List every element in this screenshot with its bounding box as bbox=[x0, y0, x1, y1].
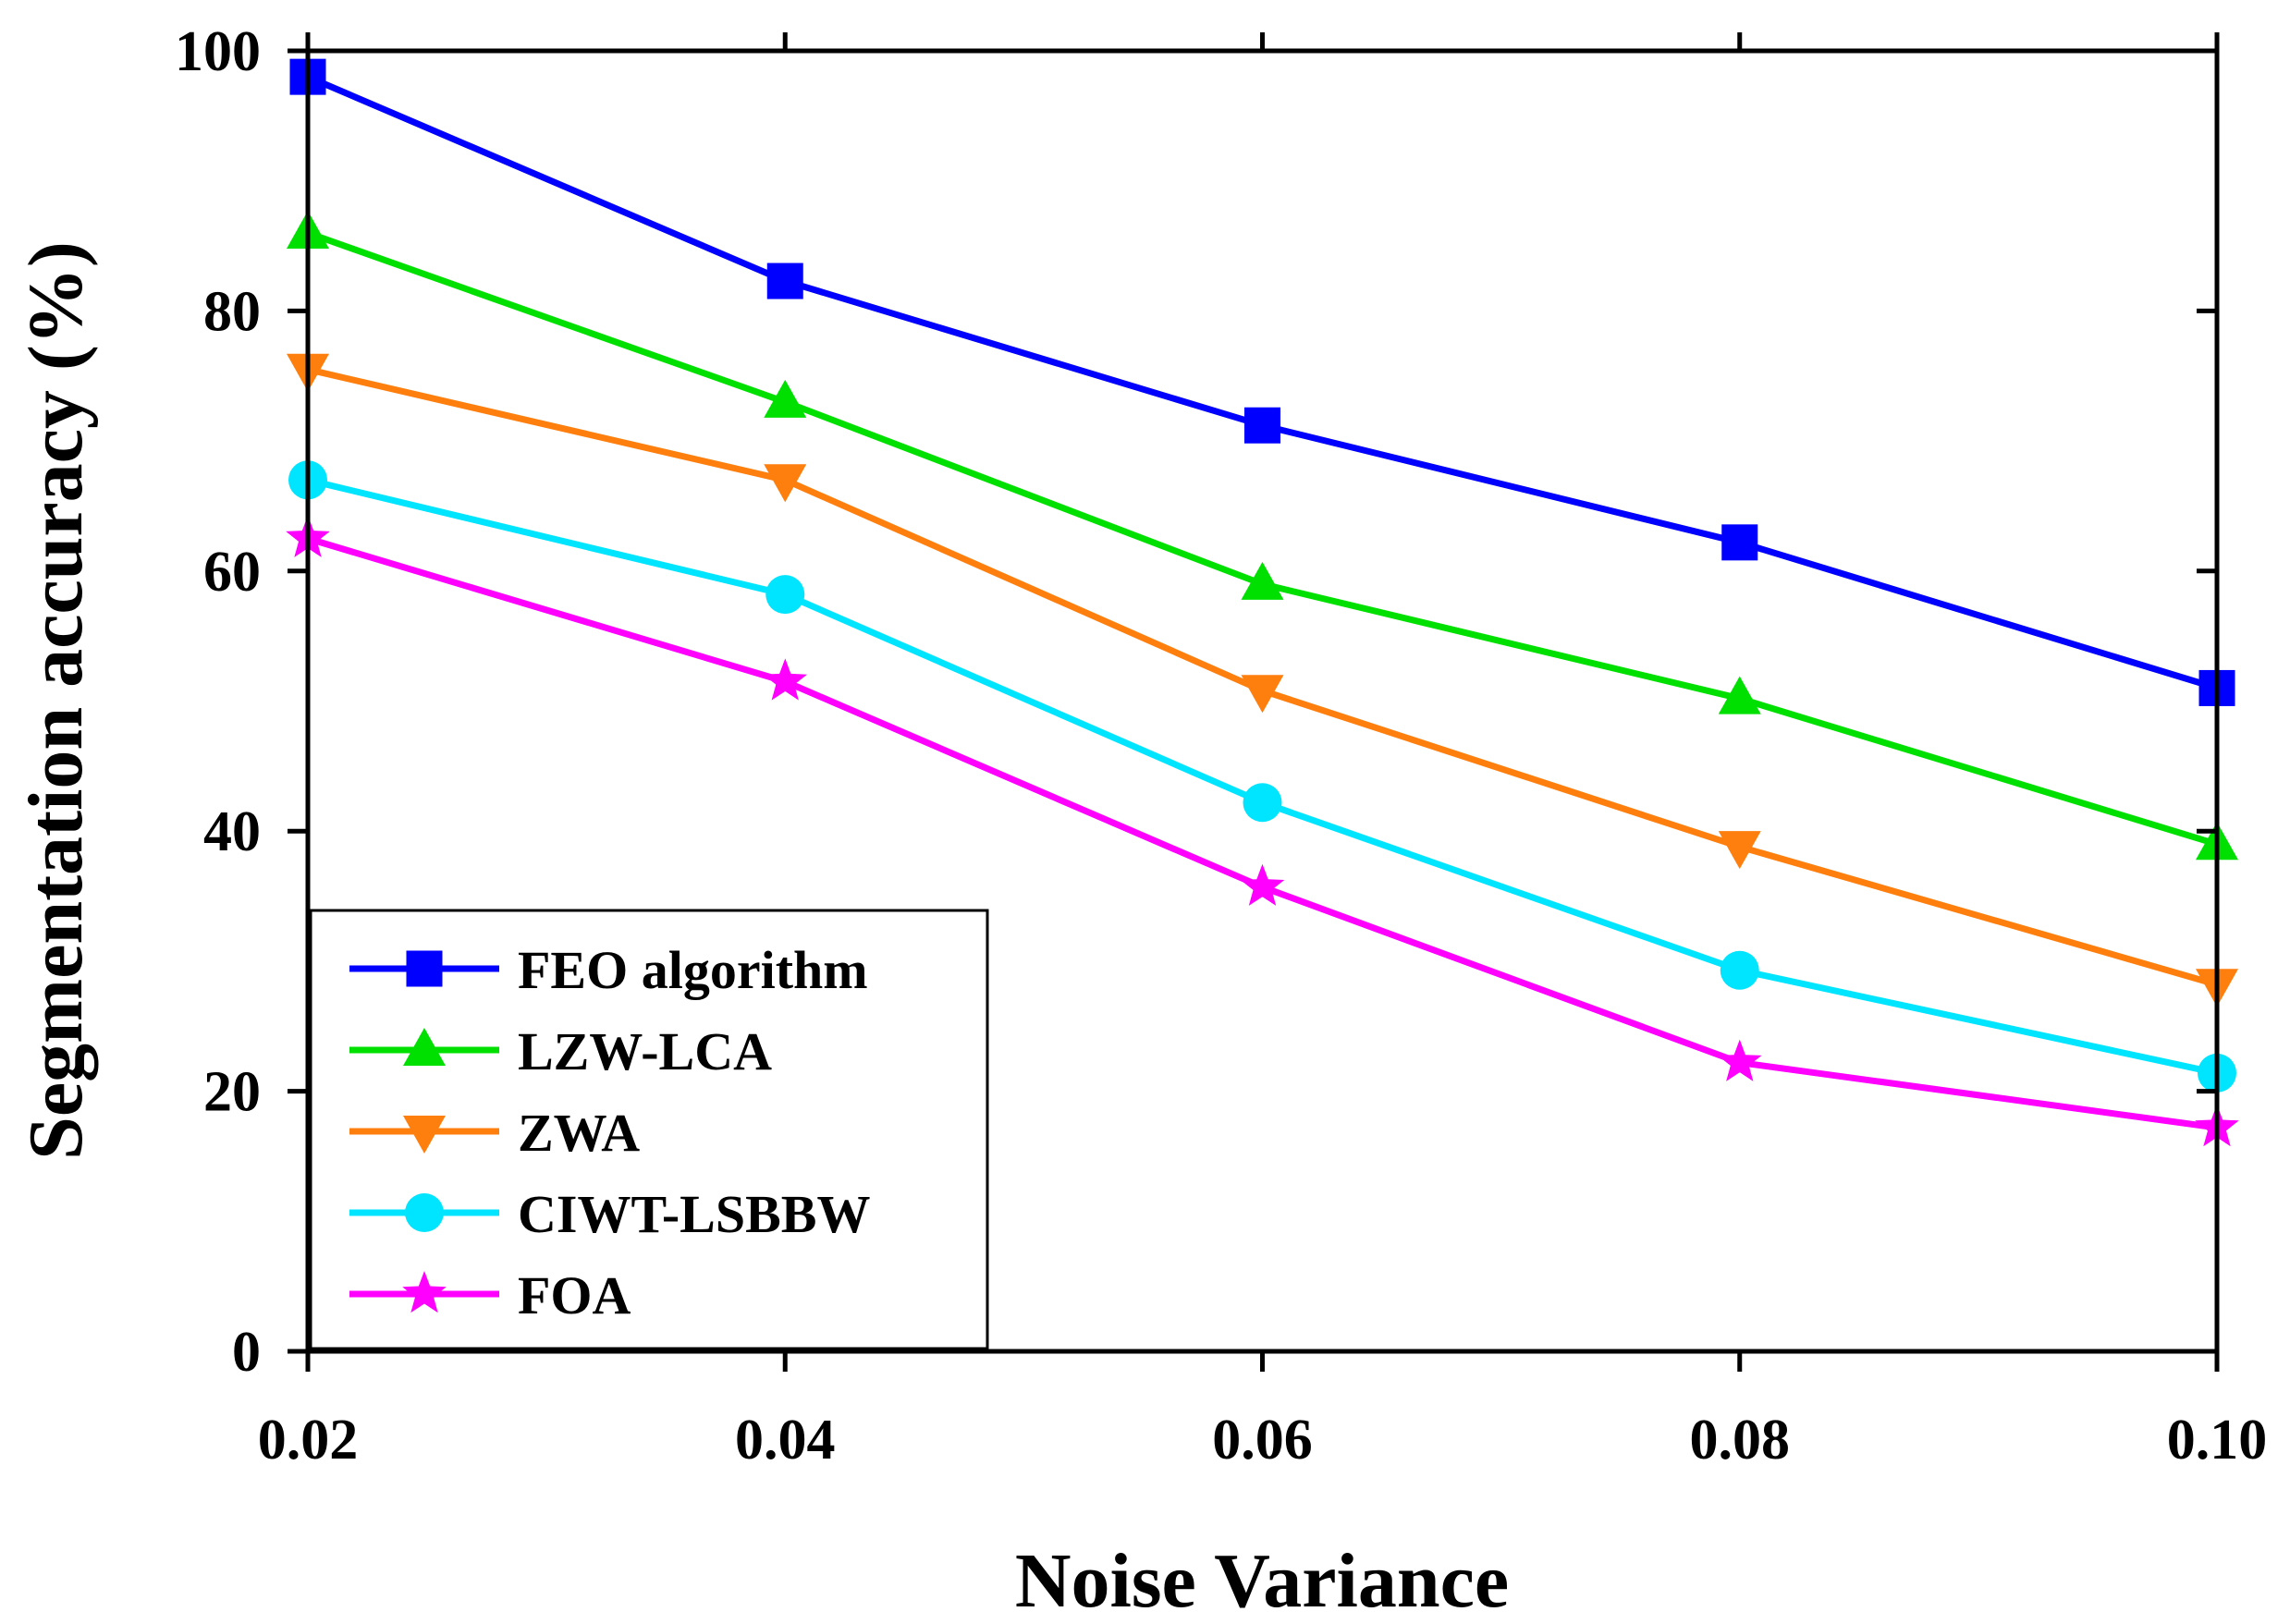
data-point-lzw-lca bbox=[764, 379, 807, 418]
y-axis-title: Segmentation accuracy (%) bbox=[13, 241, 99, 1160]
data-point-foa bbox=[763, 658, 807, 701]
y-tick-label: 40 bbox=[203, 800, 261, 863]
data-point-zwa bbox=[1241, 675, 1284, 714]
data-point-feo-algorithm bbox=[1244, 407, 1280, 444]
x-tick-label: 0.06 bbox=[1212, 1409, 1313, 1471]
x-axis-title: Noise Variance bbox=[1015, 1538, 1509, 1624]
legend-label: FEO algorithm bbox=[518, 940, 868, 1000]
legend-item-ciwt-lsbbw: CIWT-LSBBW bbox=[349, 1184, 870, 1244]
legend-marker-circle bbox=[405, 1193, 444, 1232]
data-point-ciwt-lsbbw bbox=[765, 575, 805, 615]
y-tick-label: 0 bbox=[232, 1321, 261, 1384]
data-point-zwa bbox=[764, 464, 807, 503]
series-zwa bbox=[287, 353, 2238, 1007]
data-point-foa bbox=[1718, 1039, 1762, 1081]
x-tick-label: 0.08 bbox=[1690, 1409, 1791, 1471]
legend-item-lzw-lca: LZW-LCA bbox=[349, 1021, 772, 1081]
y-tick-label: 80 bbox=[203, 280, 261, 343]
data-point-feo-algorithm bbox=[1721, 524, 1758, 561]
legend-item-feo-algorithm: FEO algorithm bbox=[349, 940, 868, 1000]
series-feo-algorithm bbox=[289, 58, 2235, 706]
y-tick-label: 20 bbox=[203, 1061, 261, 1124]
legend-label: ZWA bbox=[518, 1103, 640, 1163]
legend-label: LZW-LCA bbox=[518, 1021, 772, 1081]
data-point-ciwt-lsbbw bbox=[1243, 783, 1282, 823]
legend-item-zwa: ZWA bbox=[349, 1103, 640, 1163]
data-point-lzw-lca bbox=[1718, 676, 1761, 714]
series-line-lzw-lca bbox=[306, 229, 2219, 848]
legend-marker-square bbox=[406, 950, 443, 987]
data-point-ciwt-lsbbw bbox=[1720, 950, 1759, 990]
legend-marker-triangle-up bbox=[403, 1028, 446, 1066]
legend-marker-star bbox=[402, 1271, 447, 1313]
y-tick-label: 100 bbox=[175, 20, 261, 83]
axes-layer: 0.02 0.04 0.06 0.08 0.10 0 20 40 60 80 100 bbox=[175, 20, 2267, 1471]
legend-label: FOA bbox=[518, 1265, 631, 1325]
x-tick-label: 0.02 bbox=[258, 1409, 359, 1471]
legend: FEO algorithm LZW-LCA ZWA CIWT-LSBBW FOA bbox=[309, 909, 989, 1350]
legend-label: CIWT-LSBBW bbox=[518, 1184, 870, 1244]
data-point-zwa bbox=[1718, 831, 1761, 870]
data-point-lzw-lca bbox=[1241, 561, 1284, 600]
series-lzw-lca bbox=[287, 210, 2238, 861]
series-ciwt-lsbbw bbox=[288, 460, 2236, 1093]
y-tick-label: 60 bbox=[203, 541, 261, 604]
x-tick-label: 0.10 bbox=[2167, 1409, 2268, 1471]
data-point-feo-algorithm bbox=[766, 263, 803, 299]
series-layer bbox=[286, 58, 2239, 1147]
legend-item-foa: FOA bbox=[349, 1265, 631, 1325]
legend-marker-triangle-down bbox=[403, 1116, 446, 1154]
x-tick-label: 0.04 bbox=[735, 1409, 836, 1471]
data-point-foa bbox=[1240, 863, 1285, 906]
